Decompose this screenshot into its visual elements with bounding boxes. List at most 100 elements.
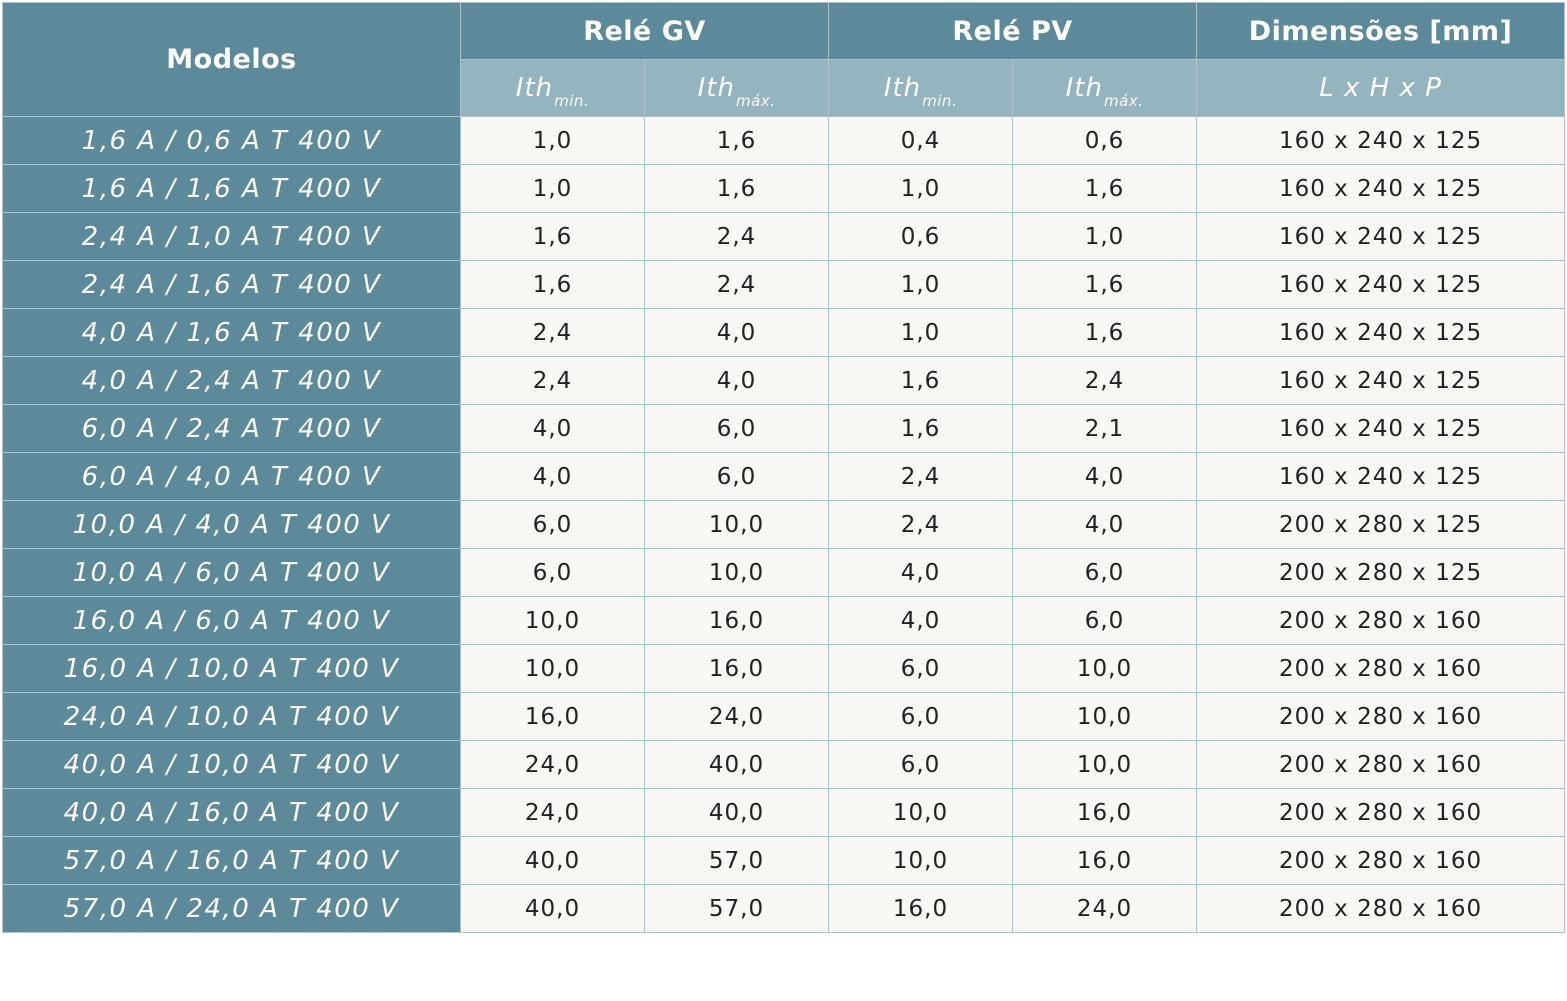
pv-max-cell: 24,0 [1012, 884, 1198, 933]
table-row: 40,0 A / 16,0 A T 400 V 24,0 40,0 10,0 1… [2, 788, 1566, 837]
gv-min-cell: 1,6 [460, 212, 645, 261]
model-cell: 1,6 A / 0,6 A T 400 V [2, 116, 461, 165]
model-cell: 40,0 A / 10,0 A T 400 V [2, 740, 461, 789]
dimensions-cell: 200 x 280 x 160 [1196, 836, 1566, 885]
pv-max-cell: 1,6 [1012, 164, 1198, 213]
gv-max-cell: 57,0 [643, 884, 830, 933]
ith-label: Ith [883, 73, 922, 103]
ith-label: Ith [515, 73, 554, 103]
ith-label: Ith [1065, 73, 1103, 103]
pv-max-cell: 4,0 [1012, 500, 1198, 549]
pv-min-cell: 1,0 [828, 308, 1014, 357]
model-cell: 16,0 A / 10,0 A T 400 V [2, 644, 461, 693]
header-row-sub: Ithmin. Ithmáx. Ithmin. Ithmáx. L x H x … [3, 59, 1566, 117]
table-row: 24,0 A / 10,0 A T 400 V 16,0 24,0 6,0 10… [2, 692, 1566, 741]
gv-min-cell: 4,0 [460, 404, 645, 453]
pv-max-cell: 1,6 [1012, 308, 1198, 357]
gv-min-cell: 4,0 [460, 452, 645, 501]
dimensions-cell: 160 x 240 x 125 [1196, 356, 1566, 405]
pv-min-cell: 10,0 [828, 788, 1014, 837]
gv-min-cell: 10,0 [460, 644, 645, 693]
max-subscript: máx. [735, 92, 776, 110]
header-rele-pv: Relé PV [828, 2, 1198, 60]
model-cell: 1,6 A / 1,6 A T 400 V [2, 164, 461, 213]
pv-min-cell: 1,0 [828, 260, 1014, 309]
gv-min-cell: 2,4 [460, 308, 645, 357]
gv-max-cell: 1,6 [643, 164, 830, 213]
gv-max-cell: 6,0 [643, 452, 830, 501]
model-cell: 6,0 A / 4,0 A T 400 V [2, 452, 461, 501]
header-lxhxp: L x H x P [1196, 59, 1566, 117]
pv-max-cell: 6,0 [1012, 596, 1198, 645]
pv-max-cell: 2,1 [1012, 404, 1198, 453]
gv-min-cell: 1,6 [460, 260, 645, 309]
dimensions-cell: 200 x 280 x 160 [1196, 884, 1566, 933]
table-header: Modelos Relé GV Relé PV Dimensões [mm] I… [2, 2, 1566, 117]
dimensions-cell: 200 x 280 x 125 [1196, 500, 1566, 549]
header-modelos: Modelos [2, 2, 461, 117]
table-row: 16,0 A / 10,0 A T 400 V 10,0 16,0 6,0 10… [2, 644, 1566, 693]
table-row: 4,0 A / 1,6 A T 400 V 2,4 4,0 1,0 1,6 16… [2, 308, 1566, 357]
gv-max-cell: 6,0 [643, 404, 830, 453]
gv-max-cell: 16,0 [643, 596, 830, 645]
dimensions-cell: 200 x 280 x 160 [1196, 596, 1566, 645]
header-gv-ith-min: Ithmin. [460, 59, 645, 117]
ith-label: Ith [697, 73, 735, 103]
dimensions-cell: 200 x 280 x 160 [1196, 788, 1566, 837]
specs-table: Modelos Relé GV Relé PV Dimensões [mm] I… [2, 2, 1566, 933]
gv-min-cell: 24,0 [460, 788, 645, 837]
model-cell: 57,0 A / 16,0 A T 400 V [2, 836, 461, 885]
gv-max-cell: 4,0 [643, 356, 830, 405]
gv-min-cell: 1,0 [460, 116, 645, 165]
pv-max-cell: 2,4 [1012, 356, 1198, 405]
pv-max-cell: 1,0 [1012, 212, 1198, 261]
min-subscript: min. [922, 92, 958, 110]
header-rele-gv: Relé GV [459, 2, 830, 60]
table-row: 1,6 A / 0,6 A T 400 V 1,0 1,6 0,4 0,6 16… [2, 116, 1566, 165]
gv-min-cell: 40,0 [460, 884, 645, 933]
gv-max-cell: 16,0 [643, 644, 830, 693]
dimensions-cell: 200 x 280 x 160 [1196, 740, 1566, 789]
model-cell: 40,0 A / 16,0 A T 400 V [2, 788, 461, 837]
pv-min-cell: 6,0 [828, 644, 1014, 693]
pv-min-cell: 1,6 [828, 356, 1014, 405]
dimensions-cell: 160 x 240 x 125 [1196, 212, 1566, 261]
table-row: 40,0 A / 10,0 A T 400 V 24,0 40,0 6,0 10… [2, 740, 1566, 789]
header-pv-ith-min: Ithmin. [828, 59, 1014, 117]
dimensions-cell: 160 x 240 x 125 [1196, 308, 1566, 357]
gv-max-cell: 10,0 [643, 500, 830, 549]
dimensions-cell: 160 x 240 x 125 [1196, 404, 1566, 453]
pv-max-cell: 10,0 [1012, 692, 1198, 741]
model-cell: 10,0 A / 6,0 A T 400 V [2, 548, 461, 597]
gv-max-cell: 40,0 [643, 740, 830, 789]
header-pv-ith-max: Ithmáx. [1012, 59, 1198, 117]
pv-max-cell: 1,6 [1012, 260, 1198, 309]
gv-min-cell: 6,0 [460, 548, 645, 597]
pv-min-cell: 10,0 [828, 836, 1014, 885]
dimensions-cell: 160 x 240 x 125 [1196, 164, 1566, 213]
pv-min-cell: 0,4 [828, 116, 1014, 165]
pv-max-cell: 4,0 [1012, 452, 1198, 501]
table-row: 6,0 A / 2,4 A T 400 V 4,0 6,0 1,6 2,1 16… [2, 404, 1566, 453]
pv-min-cell: 4,0 [828, 596, 1014, 645]
dimensions-cell: 160 x 240 x 125 [1196, 452, 1566, 501]
model-cell: 4,0 A / 2,4 A T 400 V [2, 356, 461, 405]
table-row: 2,4 A / 1,0 A T 400 V 1,6 2,4 0,6 1,0 16… [2, 212, 1566, 261]
table-row: 6,0 A / 4,0 A T 400 V 4,0 6,0 2,4 4,0 16… [2, 452, 1566, 501]
gv-min-cell: 10,0 [460, 596, 645, 645]
header-gv-ith-max: Ithmáx. [643, 59, 830, 117]
gv-min-cell: 40,0 [460, 836, 645, 885]
pv-min-cell: 4,0 [828, 548, 1014, 597]
pv-min-cell: 2,4 [828, 500, 1014, 549]
header-dimensoes: Dimensões [mm] [1196, 2, 1566, 60]
gv-max-cell: 1,6 [643, 116, 830, 165]
table-row: 57,0 A / 24,0 A T 400 V 40,0 57,0 16,0 2… [2, 884, 1566, 933]
pv-max-cell: 10,0 [1012, 644, 1198, 693]
pv-max-cell: 16,0 [1012, 788, 1198, 837]
gv-min-cell: 2,4 [460, 356, 645, 405]
model-cell: 2,4 A / 1,6 A T 400 V [2, 260, 461, 309]
table-row: 4,0 A / 2,4 A T 400 V 2,4 4,0 1,6 2,4 16… [2, 356, 1566, 405]
table-row: 10,0 A / 6,0 A T 400 V 6,0 10,0 4,0 6,0 … [2, 548, 1566, 597]
min-subscript: min. [554, 92, 590, 110]
dimensions-cell: 200 x 280 x 160 [1196, 692, 1566, 741]
